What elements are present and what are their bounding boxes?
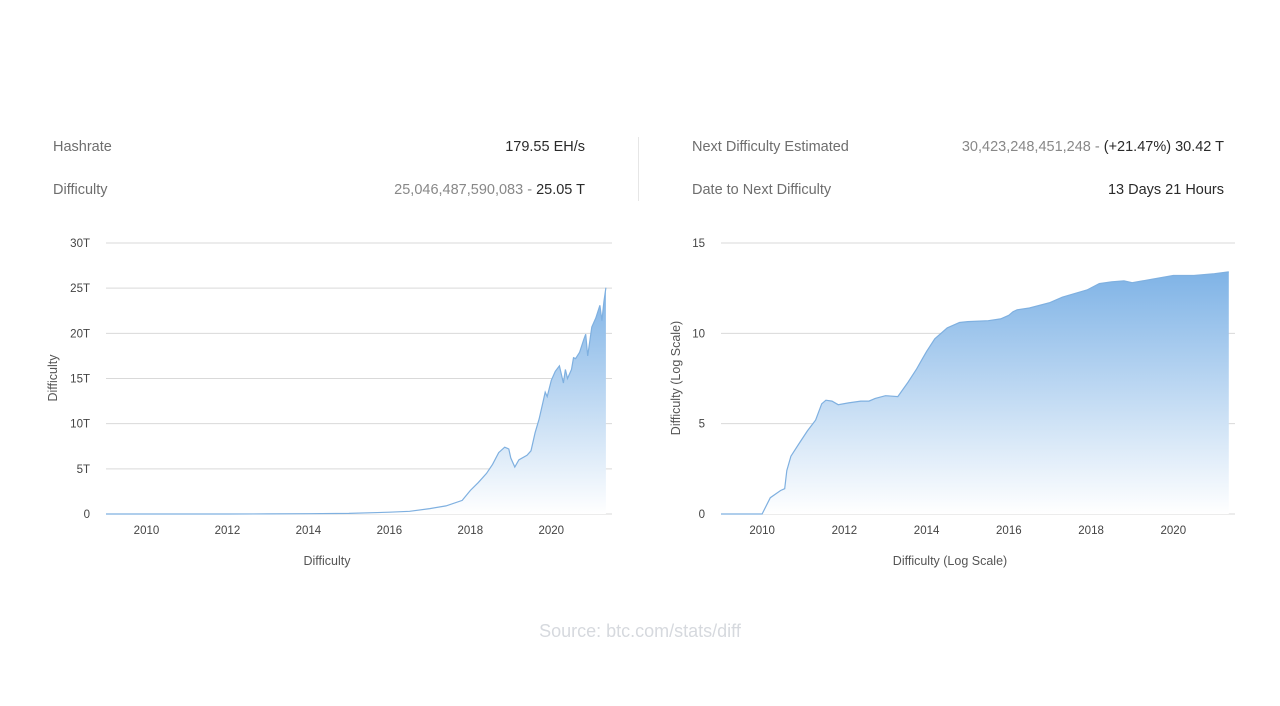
stat-value: 25,046,487,590,083 - 25.05 T (394, 178, 585, 202)
source-caption: Source: btc.com/stats/diff (539, 621, 741, 641)
x-tick-label: 2010 (134, 525, 160, 537)
x-tick-label: 2012 (215, 525, 241, 537)
stat-hashrate: Hashrate 179.55 EH/s (53, 135, 585, 159)
stat-difficulty: Difficulty 25,046,487,590,083 - 25.05 T (53, 178, 585, 202)
x-tick-label: 2014 (296, 525, 322, 537)
y-tick-label: 10T (70, 419, 90, 431)
stat-label: Date to Next Difficulty (692, 182, 832, 198)
y-tick-label: 20T (70, 328, 90, 340)
stat-value: 30,423,248,451,248 - (+21.47%) 30.42 T (962, 135, 1224, 159)
stat-value-plain: 30,423,248,451,248 - (961, 139, 1104, 155)
y-tick-label: 30T (70, 238, 90, 250)
x-tick-label: 2020 (538, 525, 564, 537)
stat-label: Difficulty (53, 182, 108, 198)
series-line (106, 287, 607, 515)
y-tick-label: 25T (70, 283, 90, 295)
stat-label: Hashrate (53, 139, 112, 155)
stat-value-strong: 25.05 T (536, 182, 585, 198)
y-axis-title: Difficulty (46, 354, 60, 402)
stat-value: 13 Days 21 Hours (1108, 178, 1224, 202)
stat-value-strong: (+21.47%) 30.42 T (1103, 139, 1224, 155)
stat-date-next-difficulty: Date to Next Difficulty 13 Days 21 Hours (692, 178, 1224, 202)
x-tick-label: 2016 (377, 525, 403, 537)
x-tick-label: 2018 (458, 525, 484, 537)
x-axis-title: Difficulty (303, 554, 351, 568)
stat-value-strong: 13 Days 21 Hours (1107, 182, 1224, 198)
y-tick-label: 0 (84, 509, 90, 521)
stats-divider (638, 137, 639, 201)
y-tick-label: 5T (77, 464, 90, 476)
stat-value-plain: 25,046,487,590,083 - (394, 182, 537, 198)
stat-value-strong: 179.55 EH/s (505, 139, 585, 155)
series-area (106, 287, 606, 514)
y-tick-label: 15T (70, 374, 90, 386)
stat-label: Next Difficulty Estimated (692, 139, 849, 155)
stat-value: 179.55 EH/s (505, 135, 585, 159)
stat-next-difficulty: Next Difficulty Estimated 30,423,248,451… (692, 135, 1224, 159)
